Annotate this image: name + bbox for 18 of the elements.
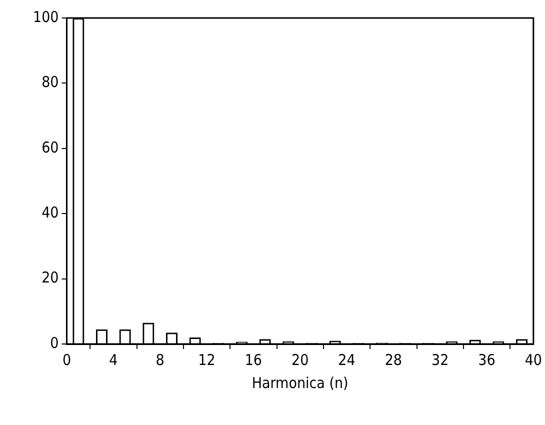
x-tick-label: 16 <box>244 350 262 369</box>
y-tick-label: 100 <box>32 8 59 26</box>
x-tick-label: 20 <box>292 350 309 369</box>
x-axis-title: Harmonica (n) <box>252 374 348 392</box>
x-tick-label: 24 <box>338 350 356 369</box>
x-tick-label: 40 <box>524 350 542 369</box>
x-tick-label: 4 <box>109 350 118 369</box>
x-tick-label: 0 <box>62 350 72 369</box>
x-tick-label: 8 <box>156 350 164 369</box>
x-tick-label: 28 <box>384 350 402 369</box>
y-tick-label: 20 <box>42 268 59 287</box>
x-tick-label: 12 <box>198 350 216 369</box>
y-tick-label: 40 <box>42 203 59 222</box>
y-tick-label: 60 <box>42 138 59 156</box>
y-tick-label: 80 <box>42 73 59 92</box>
x-tick-label: 32 <box>431 350 449 369</box>
x-tick-label: 36 <box>478 350 496 369</box>
y-tick-label: 0 <box>50 334 59 352</box>
